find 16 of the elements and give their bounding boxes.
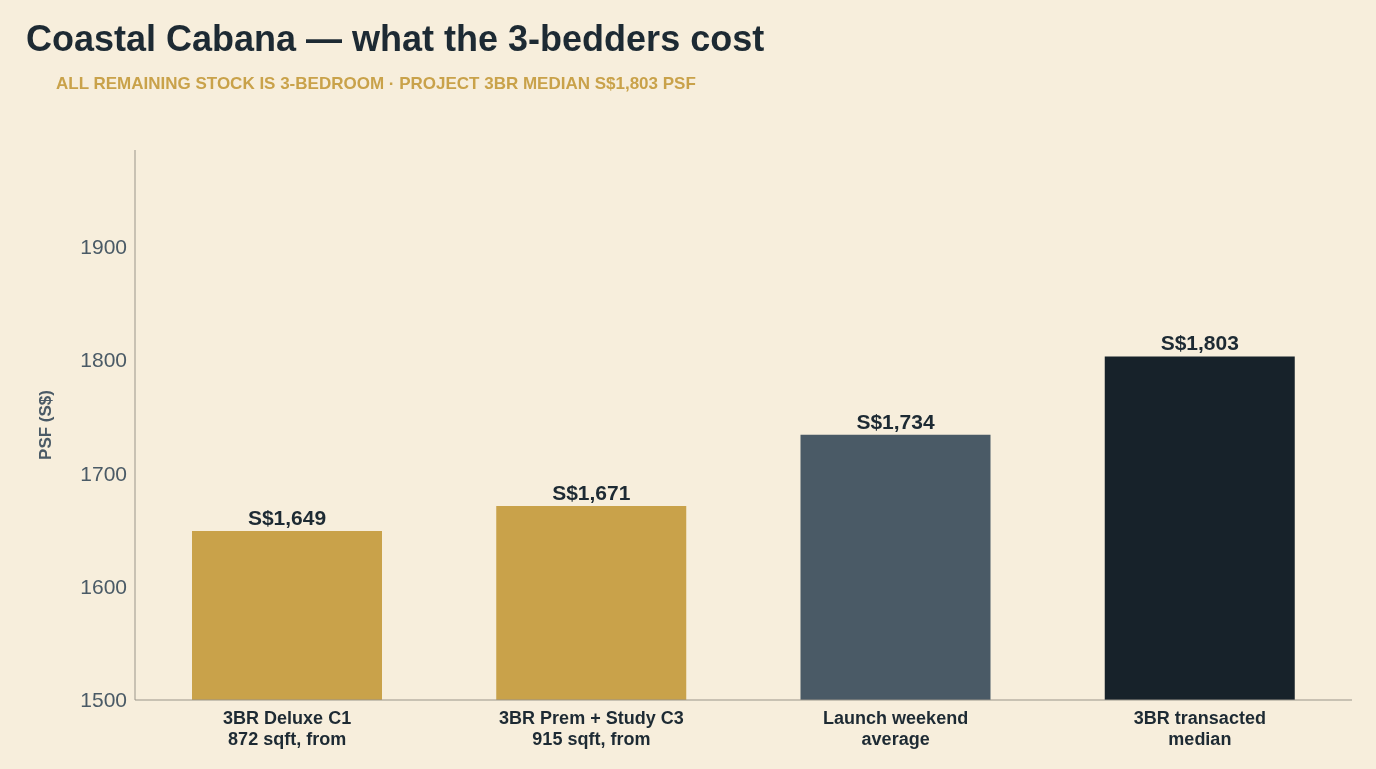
data-label: S$1,671: [552, 481, 631, 505]
y-tick-label: 1600: [80, 575, 127, 599]
y-tick-label: 1700: [80, 461, 127, 485]
x-tick-label: 3BR Deluxe C1 872 sqft, from: [223, 708, 352, 749]
x-tick-label: 3BR Prem + Study C3 915 sqft, from: [499, 708, 684, 749]
y-tick-label: 1500: [80, 688, 127, 712]
y-tick-label: 1900: [80, 234, 127, 258]
chart-subtitle: ALL REMAINING STOCK IS 3-BEDROOM · PROJECT 3BR MEDIAN S$1,803 PSF: [56, 74, 696, 94]
y-axis-title: PSF (S$): [36, 390, 56, 460]
y-tick-label: 1800: [80, 348, 127, 372]
data-label: S$1,803: [1160, 331, 1239, 355]
x-tick-label: 3BR transacted median: [1133, 708, 1266, 749]
data-label: S$1,649: [247, 506, 327, 530]
chart-title: Coastal Cabana — what the 3-bedders cost: [26, 18, 765, 60]
data-label: S$1,734: [856, 409, 935, 433]
x-tick-label: Launch weekend average: [823, 708, 969, 749]
